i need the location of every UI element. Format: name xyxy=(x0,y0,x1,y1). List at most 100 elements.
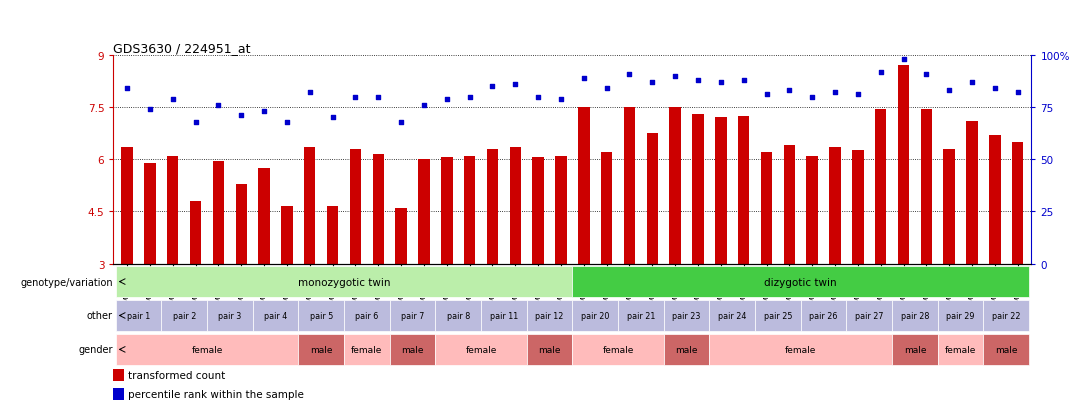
Point xyxy=(461,94,478,101)
Point xyxy=(735,77,753,84)
Text: pair 20: pair 20 xyxy=(581,311,609,320)
Bar xyxy=(345,301,390,331)
Bar xyxy=(967,121,977,264)
Bar xyxy=(647,134,658,264)
Text: percentile rank within the sample: percentile rank within the sample xyxy=(129,389,303,399)
Text: monozygotic twin: monozygotic twin xyxy=(298,277,390,287)
Text: dizygotic twin: dizygotic twin xyxy=(765,277,837,287)
Bar xyxy=(298,301,345,331)
Bar xyxy=(984,335,1029,365)
Bar xyxy=(989,135,1000,264)
Text: pair 21: pair 21 xyxy=(626,311,656,320)
Bar xyxy=(984,301,1029,331)
Point xyxy=(918,71,935,78)
Point xyxy=(666,73,684,80)
Point xyxy=(826,90,843,97)
Bar xyxy=(167,156,178,264)
Text: male: male xyxy=(995,345,1017,354)
Bar xyxy=(572,301,618,331)
Bar xyxy=(937,301,984,331)
Text: pair 1: pair 1 xyxy=(126,311,150,320)
Bar xyxy=(715,118,727,264)
Text: pair 22: pair 22 xyxy=(993,311,1021,320)
Bar xyxy=(435,335,527,365)
Point xyxy=(689,77,706,84)
Bar xyxy=(572,267,1029,297)
Bar xyxy=(464,156,475,264)
Point xyxy=(758,92,775,99)
Bar xyxy=(784,146,795,264)
Text: male: male xyxy=(675,345,698,354)
Bar xyxy=(390,335,435,365)
Point xyxy=(621,71,638,78)
Point xyxy=(256,109,273,115)
Point xyxy=(484,83,501,90)
Bar xyxy=(897,66,909,264)
Text: female: female xyxy=(465,345,497,354)
Bar xyxy=(624,108,635,264)
Bar xyxy=(670,108,680,264)
Point xyxy=(279,119,296,126)
Bar xyxy=(235,184,247,264)
Point xyxy=(232,113,249,119)
Point xyxy=(324,115,341,121)
Text: pair 4: pair 4 xyxy=(264,311,287,320)
Point xyxy=(781,88,798,95)
Bar xyxy=(116,335,298,365)
Text: female: female xyxy=(351,345,382,354)
Bar xyxy=(213,161,225,264)
Bar xyxy=(487,150,498,264)
Point xyxy=(644,79,661,86)
Point xyxy=(1009,90,1026,97)
Bar xyxy=(847,301,892,331)
Text: female: female xyxy=(945,345,976,354)
Text: pair 27: pair 27 xyxy=(855,311,883,320)
Bar xyxy=(738,116,750,264)
Text: pair 6: pair 6 xyxy=(355,311,378,320)
Bar xyxy=(578,108,590,264)
Point xyxy=(416,102,433,109)
Bar xyxy=(710,301,755,331)
Point xyxy=(438,96,456,103)
Bar xyxy=(920,109,932,264)
Text: pair 29: pair 29 xyxy=(946,311,975,320)
Point xyxy=(963,79,981,86)
Point xyxy=(941,88,958,95)
Point xyxy=(210,102,227,109)
Text: male: male xyxy=(538,345,561,354)
Bar xyxy=(345,335,390,365)
Bar xyxy=(116,301,161,331)
Bar xyxy=(760,153,772,264)
Point xyxy=(804,94,821,101)
Bar xyxy=(418,160,430,264)
Point xyxy=(507,81,524,88)
Bar xyxy=(116,267,572,297)
Bar xyxy=(555,156,567,264)
Bar xyxy=(532,158,544,264)
Point xyxy=(552,96,569,103)
Text: pair 2: pair 2 xyxy=(173,311,195,320)
Text: transformed count: transformed count xyxy=(129,370,226,380)
Text: pair 5: pair 5 xyxy=(310,311,333,320)
Text: GDS3630 / 224951_at: GDS3630 / 224951_at xyxy=(113,42,251,55)
Text: pair 8: pair 8 xyxy=(447,311,470,320)
Bar xyxy=(373,154,384,264)
Point xyxy=(187,119,204,126)
Bar xyxy=(875,109,887,264)
Point xyxy=(301,90,319,97)
Text: pair 23: pair 23 xyxy=(673,311,701,320)
Point xyxy=(598,86,616,93)
Text: male: male xyxy=(310,345,333,354)
Bar xyxy=(800,301,847,331)
Point xyxy=(712,79,729,86)
Bar xyxy=(113,369,124,381)
Bar xyxy=(145,163,156,264)
Bar xyxy=(892,301,937,331)
Bar xyxy=(298,335,345,365)
Bar xyxy=(305,147,315,264)
Point xyxy=(849,92,866,99)
Text: female: female xyxy=(191,345,222,354)
Bar xyxy=(664,335,710,365)
Point xyxy=(164,96,181,103)
Bar xyxy=(441,158,453,264)
